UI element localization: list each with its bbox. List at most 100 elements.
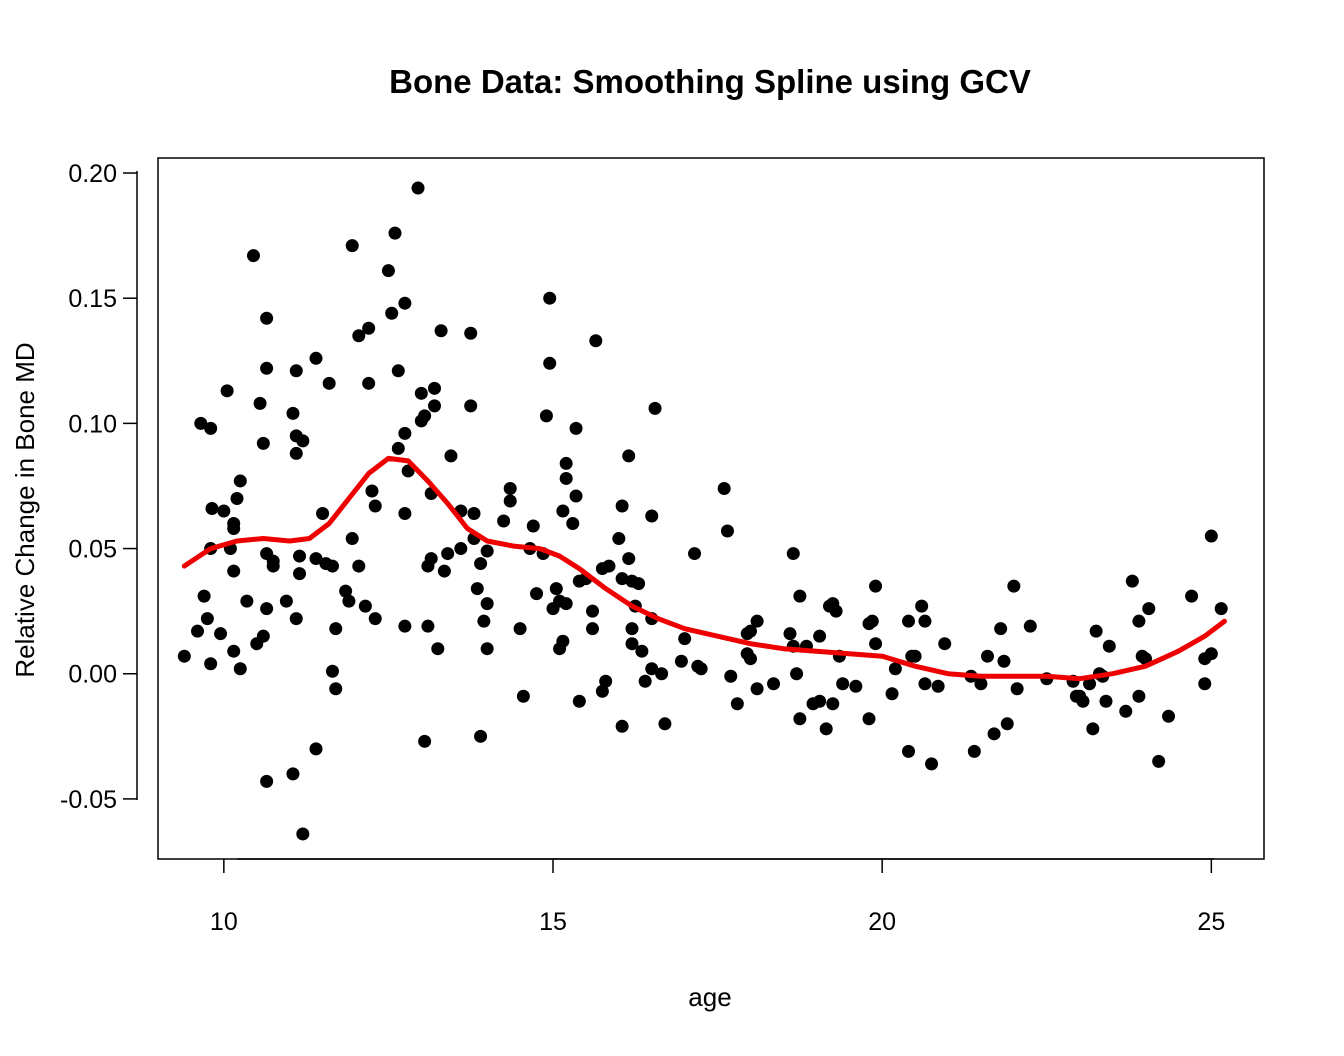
data-point [595,684,609,698]
data-point [309,742,323,756]
data-point [615,499,629,513]
data-point [260,602,274,616]
data-point [813,629,827,643]
data-point [549,582,563,596]
data-point [217,504,231,518]
data-point [385,306,399,320]
data-point [539,409,553,423]
data-point [325,559,339,573]
data-point [1139,652,1152,666]
data-point [309,552,323,566]
data-point [885,687,899,701]
data-point [233,474,247,488]
data-point [391,364,405,378]
x-axis-label: age [688,982,731,1012]
data-point [214,627,228,641]
data-point [648,401,662,415]
data-point [352,559,366,573]
x-ticks: 10 15 20 25 [210,859,1225,936]
data-point [1204,647,1218,661]
data-point [279,594,293,608]
data-point [296,434,310,448]
data-point [566,517,580,531]
data-point [556,504,570,518]
data-point [428,399,441,413]
data-point [1086,722,1100,736]
data-point [220,384,234,398]
data-point [177,649,191,663]
data-point [625,622,639,636]
data-point [260,311,274,325]
data-point [197,589,211,603]
data-point [503,481,517,495]
data-point [316,507,330,521]
data-point [918,677,932,691]
data-point [645,509,659,523]
data-point [1076,694,1090,708]
data-point [233,662,247,676]
data-point [342,594,356,608]
data-point [829,604,843,618]
data-point [783,627,797,641]
data-point [530,587,544,601]
data-point [260,774,274,788]
data-point [227,644,241,658]
data-point [865,614,879,628]
data-point [325,664,339,678]
data-point [398,619,412,633]
data-point [1023,619,1037,633]
data-point [790,667,804,681]
data-point [987,727,1001,741]
data-point [474,729,488,743]
data-point [398,426,412,440]
data-point [622,552,636,566]
data-point [230,491,244,505]
data-point [516,689,530,703]
data-point [938,637,952,651]
data-point [200,612,214,626]
data-point [286,767,300,781]
data-point [480,597,494,611]
data-point [786,547,800,561]
data-point [266,559,280,573]
data-point [599,674,613,688]
data-point [915,599,929,613]
data-point [688,547,702,561]
data-point [556,634,570,648]
y-tick-label: 0.05 [68,536,117,564]
data-point [925,757,939,771]
y-tick-label: -0.05 [60,786,117,814]
data-point [322,376,336,390]
data-point [543,291,557,305]
data-point [694,662,708,676]
data-point [246,249,260,263]
data-point [365,484,379,498]
data-point [398,296,412,310]
data-point [339,584,353,598]
data-point [434,324,448,338]
data-point [227,564,241,578]
data-point [635,644,649,658]
data-point [204,657,218,671]
data-point [908,649,922,663]
data-point [345,239,359,253]
data-point [869,579,883,593]
data-point [569,421,583,435]
data-point [1142,602,1156,616]
data-point [655,667,669,681]
data-point [253,396,267,410]
data-point [1132,614,1146,628]
data-point [464,326,478,340]
x-tick-label: 20 [868,908,896,936]
data-point [931,679,945,693]
data-point [256,629,270,643]
data-point [612,532,626,546]
data-point [658,717,672,731]
data-point [974,677,988,691]
data-point [730,697,744,711]
data-point [1007,579,1021,593]
data-point [260,361,274,375]
data-point [997,654,1011,668]
data-point [559,597,573,611]
